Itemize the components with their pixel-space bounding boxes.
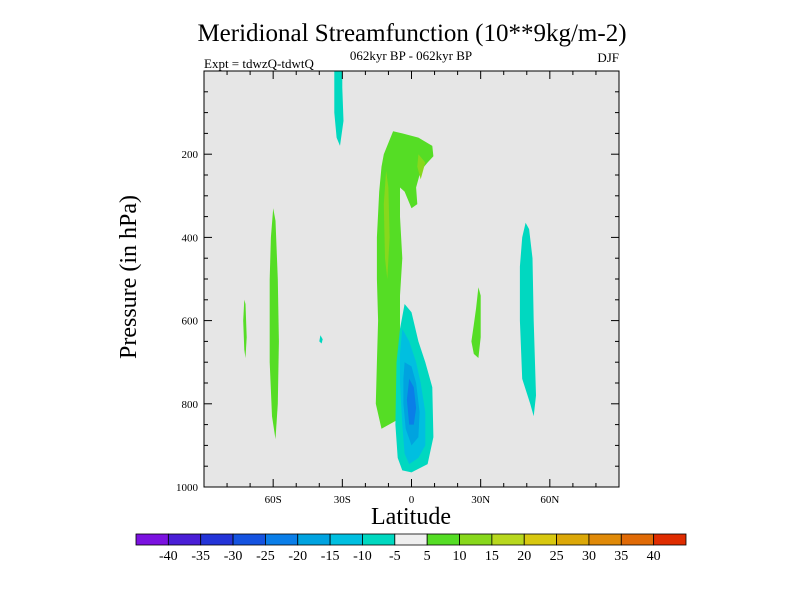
colorbar-swatch [329,533,363,546]
contour-region-teal-55n-cell [519,222,536,417]
contour-region-green-30n-patch [471,287,481,358]
contour-region-equatorial-green-cell [375,131,434,429]
y-axis-label: Pressure (in hPa) [116,195,142,359]
colorbar-swatch [523,533,557,546]
colorbar-swatch [491,533,525,546]
colorbar: -40 -35 -30 -25 -20 -15 -10 -5 5 10 15 20 25 30 35 40 [135,533,687,564]
colorbar-swatch [297,533,331,546]
contour-region-sh-tall-green-55 [269,208,279,440]
colorbar-level-label: 40 [647,549,661,564]
colorbar-swatch [135,533,169,546]
colorbar-level-label: 15 [485,549,499,564]
colorbar-swatch [394,533,428,546]
colorbar-swatch [265,533,299,546]
contour-region-equatorial-yellow-lobe-high [417,154,426,180]
colorbar-level-label: -35 [191,549,210,564]
contour-region-tiny-teal-dot [319,335,323,344]
colorbar-swatch [426,533,460,546]
chart-title: Meridional Streamfunction (10**9kg/m-2) [197,20,626,47]
x-tick-label: 0 [409,494,415,506]
chart-subtitle-left: Expt = tdwzQ-tdwtQ [204,56,314,71]
y-tick-label: 800 [182,399,199,411]
colorbar-swatch [620,533,655,546]
contour-region-nh-upper-cell-teal [334,71,344,146]
contour-region-lower-southward-cell-core [406,378,417,425]
colorbar-swatch [588,533,622,546]
y-tick-label: 200 [182,149,199,161]
x-tick-label: 30N [471,494,490,506]
colorbar-swatch [362,533,396,546]
contour-region-sh-small-green-60 [243,299,247,358]
colorbar-swatch [556,533,590,546]
x-tick-label: 60S [265,494,282,506]
colorbar-level-label: 5 [424,549,431,564]
axis-ticks: 60S 30S 0 30N 60N 200 400 600 800 1000 [176,71,619,506]
colorbar-swatch [167,533,202,546]
x-axis-label: Latitude [371,504,451,530]
colorbar-level-label: -5 [389,549,401,564]
x-tick-label: 30S [334,494,351,506]
colorbar-level-label: 30 [582,549,596,564]
colorbar-level-label: -40 [159,549,178,564]
colorbar-level-label: 20 [517,549,531,564]
y-tick-label: 1000 [176,482,199,494]
colorbar-level-label: -10 [353,549,372,564]
y-tick-label: 600 [182,316,199,328]
colorbar-level-label: 10 [453,549,467,564]
colorbar-level-label: 35 [614,549,628,564]
colorbar-level-label: 25 [550,549,564,564]
x-tick-label: 60N [540,494,559,506]
colorbar-swatch [459,533,493,546]
colorbar-level-label: -15 [321,549,340,564]
chart-subtitle-right: DJF [597,50,619,65]
colorbar-level-label: -20 [288,549,307,564]
y-tick-label: 400 [182,232,199,244]
colorbar-swatch [200,533,234,546]
contour-regions [243,71,536,473]
colorbar-swatch [232,533,266,546]
colorbar-level-label: -25 [256,549,275,564]
contour-region-equatorial-yellow-lobe-low [383,170,390,279]
colorbar-swatch [653,533,687,546]
colorbar-level-label: -30 [224,549,243,564]
chart-subtitle-center: 062kyr BP - 062kyr BP [350,48,472,63]
